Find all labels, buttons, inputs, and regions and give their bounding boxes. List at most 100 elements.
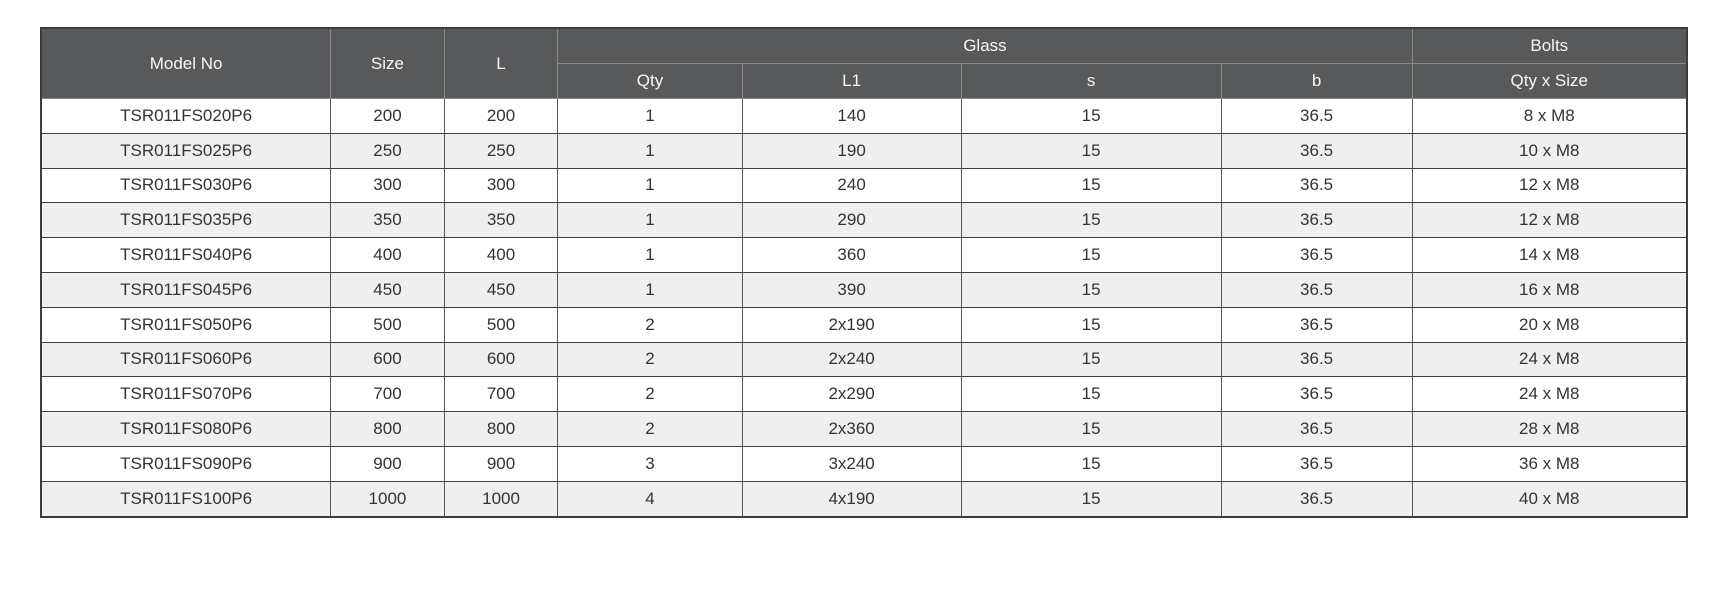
cell-size: 1000 — [330, 480, 445, 518]
column-header-size: Size — [330, 27, 445, 99]
cell-glass-qty: 1 — [557, 98, 743, 134]
cell-l: 450 — [443, 271, 559, 308]
cell-glass-l1: 140 — [741, 98, 962, 134]
table-row: TSR011FS060P6 600 600 2 2x240 15 36.5 24 x M8 — [40, 341, 1688, 378]
cell-glass-l1: 2x290 — [741, 376, 962, 413]
cell-glass-l1: 2x360 — [741, 411, 962, 447]
cell-glass-qty: 1 — [557, 132, 743, 169]
cell-glass-s: 15 — [960, 376, 1222, 413]
cell-glass-qty: 2 — [557, 306, 743, 343]
cell-glass-b: 36.5 — [1220, 376, 1413, 413]
cell-l: 250 — [443, 132, 559, 169]
cell-glass-b: 36.5 — [1220, 167, 1413, 204]
column-header-bolts-qty-size: Qty x Size — [1411, 63, 1688, 99]
header-group-row: Model No Size L Glass Bolts — [40, 27, 1688, 99]
cell-glass-s: 15 — [960, 341, 1222, 378]
column-header-model-no: Model No — [40, 27, 332, 99]
column-header-glass-b: b — [1220, 63, 1413, 99]
table-header: Model No Size L Glass Bolts Qty L1 s b Q… — [40, 27, 1688, 99]
cell-glass-s: 15 — [960, 98, 1222, 134]
cell-model-no: TSR011FS035P6 — [40, 202, 332, 239]
cell-glass-b: 36.5 — [1220, 445, 1413, 482]
cell-glass-b: 36.5 — [1220, 98, 1413, 134]
cell-glass-s: 15 — [960, 445, 1222, 482]
cell-l: 800 — [443, 411, 559, 447]
cell-model-no: TSR011FS030P6 — [40, 167, 332, 204]
cell-glass-qty: 2 — [557, 341, 743, 378]
product-spec-table-container: Model No Size L Glass Bolts Qty L1 s b Q… — [40, 27, 1688, 518]
table-row: TSR011FS090P6 900 900 3 3x240 15 36.5 36 x M8 — [40, 445, 1688, 482]
cell-glass-s: 15 — [960, 480, 1222, 518]
cell-glass-qty: 3 — [557, 445, 743, 482]
cell-model-no: TSR011FS070P6 — [40, 376, 332, 413]
table-row: TSR011FS080P6 800 800 2 2x360 15 36.5 28 x M8 — [40, 411, 1688, 447]
cell-glass-l1: 2x240 — [741, 341, 962, 378]
cell-bolts-qty-size: 8 x M8 — [1411, 98, 1688, 134]
cell-glass-b: 36.5 — [1220, 202, 1413, 239]
table-row: TSR011FS045P6 450 450 1 390 15 36.5 16 x M8 — [40, 271, 1688, 308]
cell-size: 400 — [330, 237, 445, 273]
cell-model-no: TSR011FS045P6 — [40, 271, 332, 308]
cell-glass-qty: 2 — [557, 411, 743, 447]
cell-l: 350 — [443, 202, 559, 239]
cell-model-no: TSR011FS020P6 — [40, 98, 332, 134]
cell-size: 700 — [330, 376, 445, 413]
cell-glass-s: 15 — [960, 237, 1222, 273]
cell-glass-s: 15 — [960, 306, 1222, 343]
cell-model-no: TSR011FS060P6 — [40, 341, 332, 378]
cell-glass-qty: 2 — [557, 376, 743, 413]
column-header-l: L — [443, 27, 559, 99]
cell-glass-b: 36.5 — [1220, 271, 1413, 308]
table-row: TSR011FS100P6 1000 1000 4 4x190 15 36.5 40 x M8 — [40, 480, 1688, 518]
cell-glass-b: 36.5 — [1220, 306, 1413, 343]
table-row: TSR011FS030P6 300 300 1 240 15 36.5 12 x M8 — [40, 167, 1688, 204]
cell-bolts-qty-size: 10 x M8 — [1411, 132, 1688, 169]
cell-glass-l1: 360 — [741, 237, 962, 273]
column-header-glass-l1: L1 — [741, 63, 962, 99]
cell-bolts-qty-size: 20 x M8 — [1411, 306, 1688, 343]
cell-l: 900 — [443, 445, 559, 482]
cell-glass-s: 15 — [960, 132, 1222, 169]
cell-bolts-qty-size: 16 x M8 — [1411, 271, 1688, 308]
cell-model-no: TSR011FS080P6 — [40, 411, 332, 447]
cell-glass-s: 15 — [960, 411, 1222, 447]
cell-glass-qty: 4 — [557, 480, 743, 518]
cell-l: 300 — [443, 167, 559, 204]
cell-size: 450 — [330, 271, 445, 308]
cell-size: 800 — [330, 411, 445, 447]
product-spec-table: Model No Size L Glass Bolts Qty L1 s b Q… — [40, 27, 1688, 518]
cell-l: 600 — [443, 341, 559, 378]
cell-l: 500 — [443, 306, 559, 343]
column-group-glass: Glass — [557, 27, 1413, 64]
cell-model-no: TSR011FS050P6 — [40, 306, 332, 343]
table-row: TSR011FS020P6 200 200 1 140 15 36.5 8 x M8 — [40, 98, 1688, 134]
cell-model-no: TSR011FS100P6 — [40, 480, 332, 518]
cell-bolts-qty-size: 40 x M8 — [1411, 480, 1688, 518]
cell-glass-qty: 1 — [557, 167, 743, 204]
cell-glass-l1: 240 — [741, 167, 962, 204]
cell-glass-qty: 1 — [557, 202, 743, 239]
cell-glass-b: 36.5 — [1220, 480, 1413, 518]
cell-bolts-qty-size: 12 x M8 — [1411, 202, 1688, 239]
cell-l: 700 — [443, 376, 559, 413]
table-row: TSR011FS050P6 500 500 2 2x190 15 36.5 20 x M8 — [40, 306, 1688, 343]
cell-bolts-qty-size: 14 x M8 — [1411, 237, 1688, 273]
cell-size: 350 — [330, 202, 445, 239]
cell-size: 900 — [330, 445, 445, 482]
cell-model-no: TSR011FS040P6 — [40, 237, 332, 273]
cell-size: 250 — [330, 132, 445, 169]
table-row: TSR011FS035P6 350 350 1 290 15 36.5 12 x M8 — [40, 202, 1688, 239]
column-header-glass-qty: Qty — [557, 63, 743, 99]
cell-bolts-qty-size: 24 x M8 — [1411, 376, 1688, 413]
table-row: TSR011FS040P6 400 400 1 360 15 36.5 14 x M8 — [40, 237, 1688, 273]
cell-bolts-qty-size: 24 x M8 — [1411, 341, 1688, 378]
cell-size: 500 — [330, 306, 445, 343]
cell-l: 400 — [443, 237, 559, 273]
table-row: TSR011FS025P6 250 250 1 190 15 36.5 10 x M8 — [40, 132, 1688, 169]
cell-glass-qty: 1 — [557, 237, 743, 273]
cell-size: 300 — [330, 167, 445, 204]
cell-glass-l1: 2x190 — [741, 306, 962, 343]
cell-size: 200 — [330, 98, 445, 134]
cell-glass-b: 36.5 — [1220, 411, 1413, 447]
cell-glass-b: 36.5 — [1220, 132, 1413, 169]
